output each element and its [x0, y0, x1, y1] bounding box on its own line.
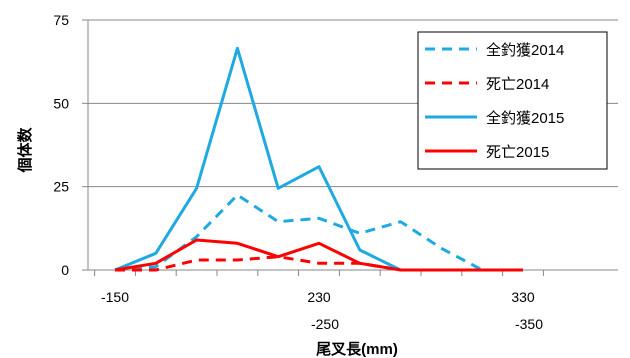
x-tick-label: -150 [101, 289, 129, 305]
x-tick-label-sub: -350 [515, 316, 543, 332]
y-tick-label: 0 [61, 262, 69, 278]
y-tick-labels: 0 25 50 75 [53, 12, 69, 278]
x-tick-labels: -150 230 -250 330 -350 [101, 289, 543, 332]
legend-box [417, 31, 608, 170]
axes [82, 19, 618, 276]
y-tick-label: 50 [53, 95, 69, 111]
legend-label: 全釣獲2014 [486, 41, 564, 59]
y-axis-title: 個体数 [16, 127, 34, 174]
x-axis-title: 尾叉長(mm) [316, 341, 398, 358]
series-lines [114, 46, 523, 272]
x-tick-label: 330 [511, 289, 535, 305]
series-line-4 [114, 238, 523, 272]
x-tick-label-sub: -250 [311, 316, 339, 332]
x-tick-label: 230 [307, 289, 331, 305]
legend: 全釣獲2014 死亡2014 全釣獲2015 死亡2015 [417, 31, 608, 170]
legend-label: 死亡2015 [486, 144, 549, 161]
y-tick-label: 75 [53, 12, 69, 28]
y-tick-label: 25 [53, 179, 69, 195]
series-line-1 [114, 193, 523, 272]
legend-label: 全釣獲2015 [486, 109, 564, 127]
legend-label: 死亡2014 [486, 76, 549, 93]
